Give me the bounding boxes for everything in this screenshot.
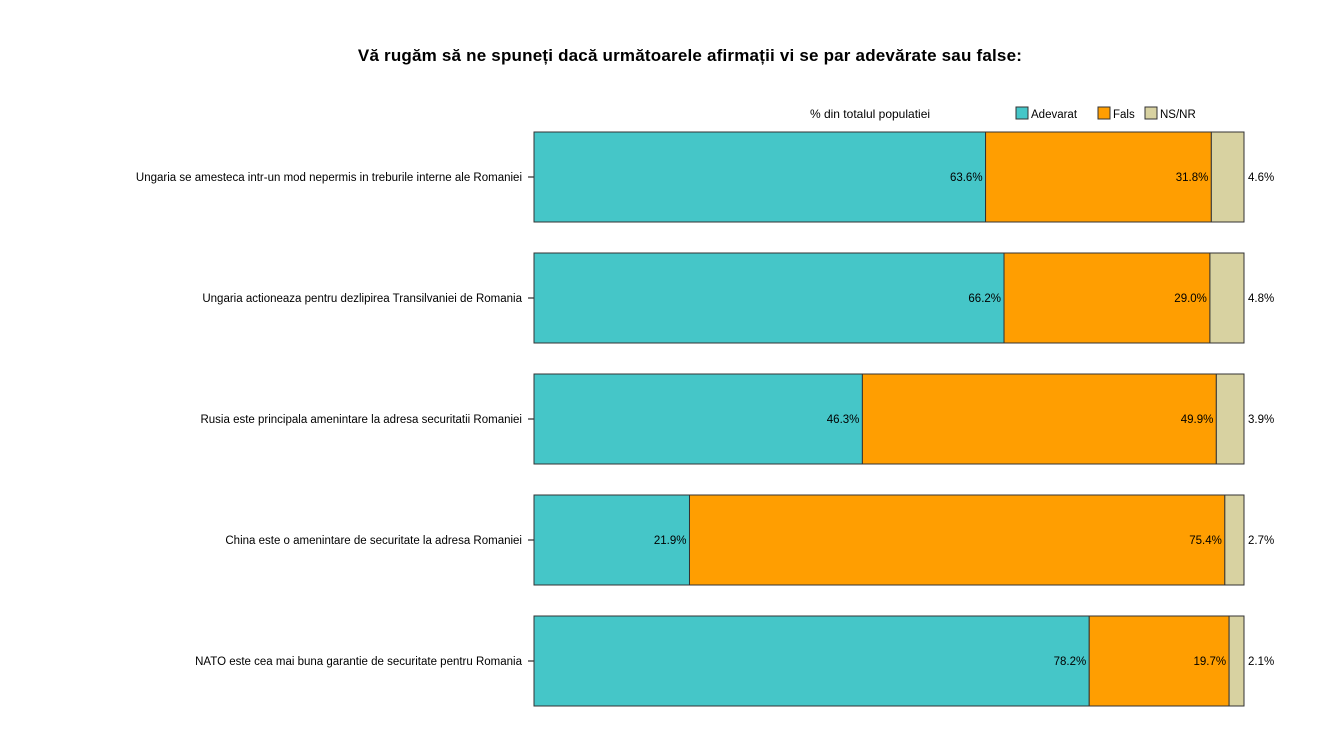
legend-swatch [1144, 106, 1158, 120]
category-label: Rusia este principala amenintare la adre… [200, 414, 522, 426]
data-label-ns-nr: 4.6% [1248, 172, 1274, 184]
category-label: NATO este cea mai buna garantie de secur… [195, 656, 522, 668]
bar-segment-fals [861, 373, 1217, 465]
bar-segment-adevarat [533, 615, 1090, 707]
data-label-fals: 29.0% [1174, 293, 1207, 305]
bar-segment-fals [688, 494, 1226, 586]
bar-segment-fals [1003, 252, 1211, 344]
bar-segment-adevarat [533, 252, 1005, 344]
data-label-ns-nr: 2.1% [1248, 656, 1274, 668]
bar-segment-ns-nr [1215, 373, 1245, 465]
legend-swatch [1097, 106, 1111, 120]
data-label-fals: 49.9% [1181, 414, 1214, 426]
chart-title: Vă rugăm să ne spuneți dacă următoarele … [357, 46, 1023, 65]
data-label-adevarat: 21.9% [654, 535, 687, 547]
bar-segment-ns-nr [1228, 615, 1245, 707]
data-label-ns-nr: 3.9% [1248, 414, 1274, 426]
bar-segment-adevarat [533, 494, 690, 586]
bar-segment-fals [985, 131, 1212, 223]
legend: Adevarat Fals NS/NR [1015, 106, 1196, 121]
data-label-ns-nr: 4.8% [1248, 293, 1274, 305]
data-label-fals: 75.4% [1189, 535, 1222, 547]
legend-item-fals: Fals [1097, 106, 1135, 121]
data-label-fals: 19.7% [1193, 656, 1226, 668]
bar-segment-ns-nr [1224, 494, 1245, 586]
bar-row: China este o amenintare de securitate la… [225, 494, 1274, 586]
bar-segment-ns-nr [1210, 131, 1245, 223]
bar-row: Rusia este principala amenintare la adre… [200, 373, 1274, 465]
legend-swatch [1015, 106, 1029, 120]
legend-item-adevarat: Adevarat [1015, 106, 1078, 121]
category-label: Ungaria se amesteca intr-un mod nepermis… [136, 172, 522, 184]
data-label-adevarat: 78.2% [1054, 656, 1087, 668]
data-label-ns-nr: 2.7% [1248, 535, 1274, 547]
data-label-adevarat: 63.6% [950, 172, 983, 184]
bar-segment-ns-nr [1209, 252, 1245, 344]
data-label-adevarat: 66.2% [968, 293, 1001, 305]
legend-label: Fals [1113, 109, 1135, 121]
legend-label: NS/NR [1160, 109, 1196, 121]
chart-subtitle: % din totalul populatiei [810, 107, 930, 121]
bars-group: Ungaria se amesteca intr-un mod nepermis… [136, 131, 1274, 707]
bar-segment-fals [1088, 615, 1230, 707]
bar-segment-adevarat [533, 373, 863, 465]
bar-row: NATO este cea mai buna garantie de secur… [195, 615, 1274, 707]
legend-item-ns-nr: NS/NR [1144, 106, 1196, 121]
data-label-fals: 31.8% [1176, 172, 1209, 184]
bar-row: Ungaria actioneaza pentru dezlipirea Tra… [202, 252, 1274, 344]
legend-label: Adevarat [1031, 109, 1078, 121]
bar-row: Ungaria se amesteca intr-un mod nepermis… [136, 131, 1274, 223]
bar-segment-adevarat [533, 131, 987, 223]
data-label-adevarat: 46.3% [827, 414, 860, 426]
category-label: China este o amenintare de securitate la… [225, 535, 522, 547]
category-label: Ungaria actioneaza pentru dezlipirea Tra… [202, 293, 522, 305]
